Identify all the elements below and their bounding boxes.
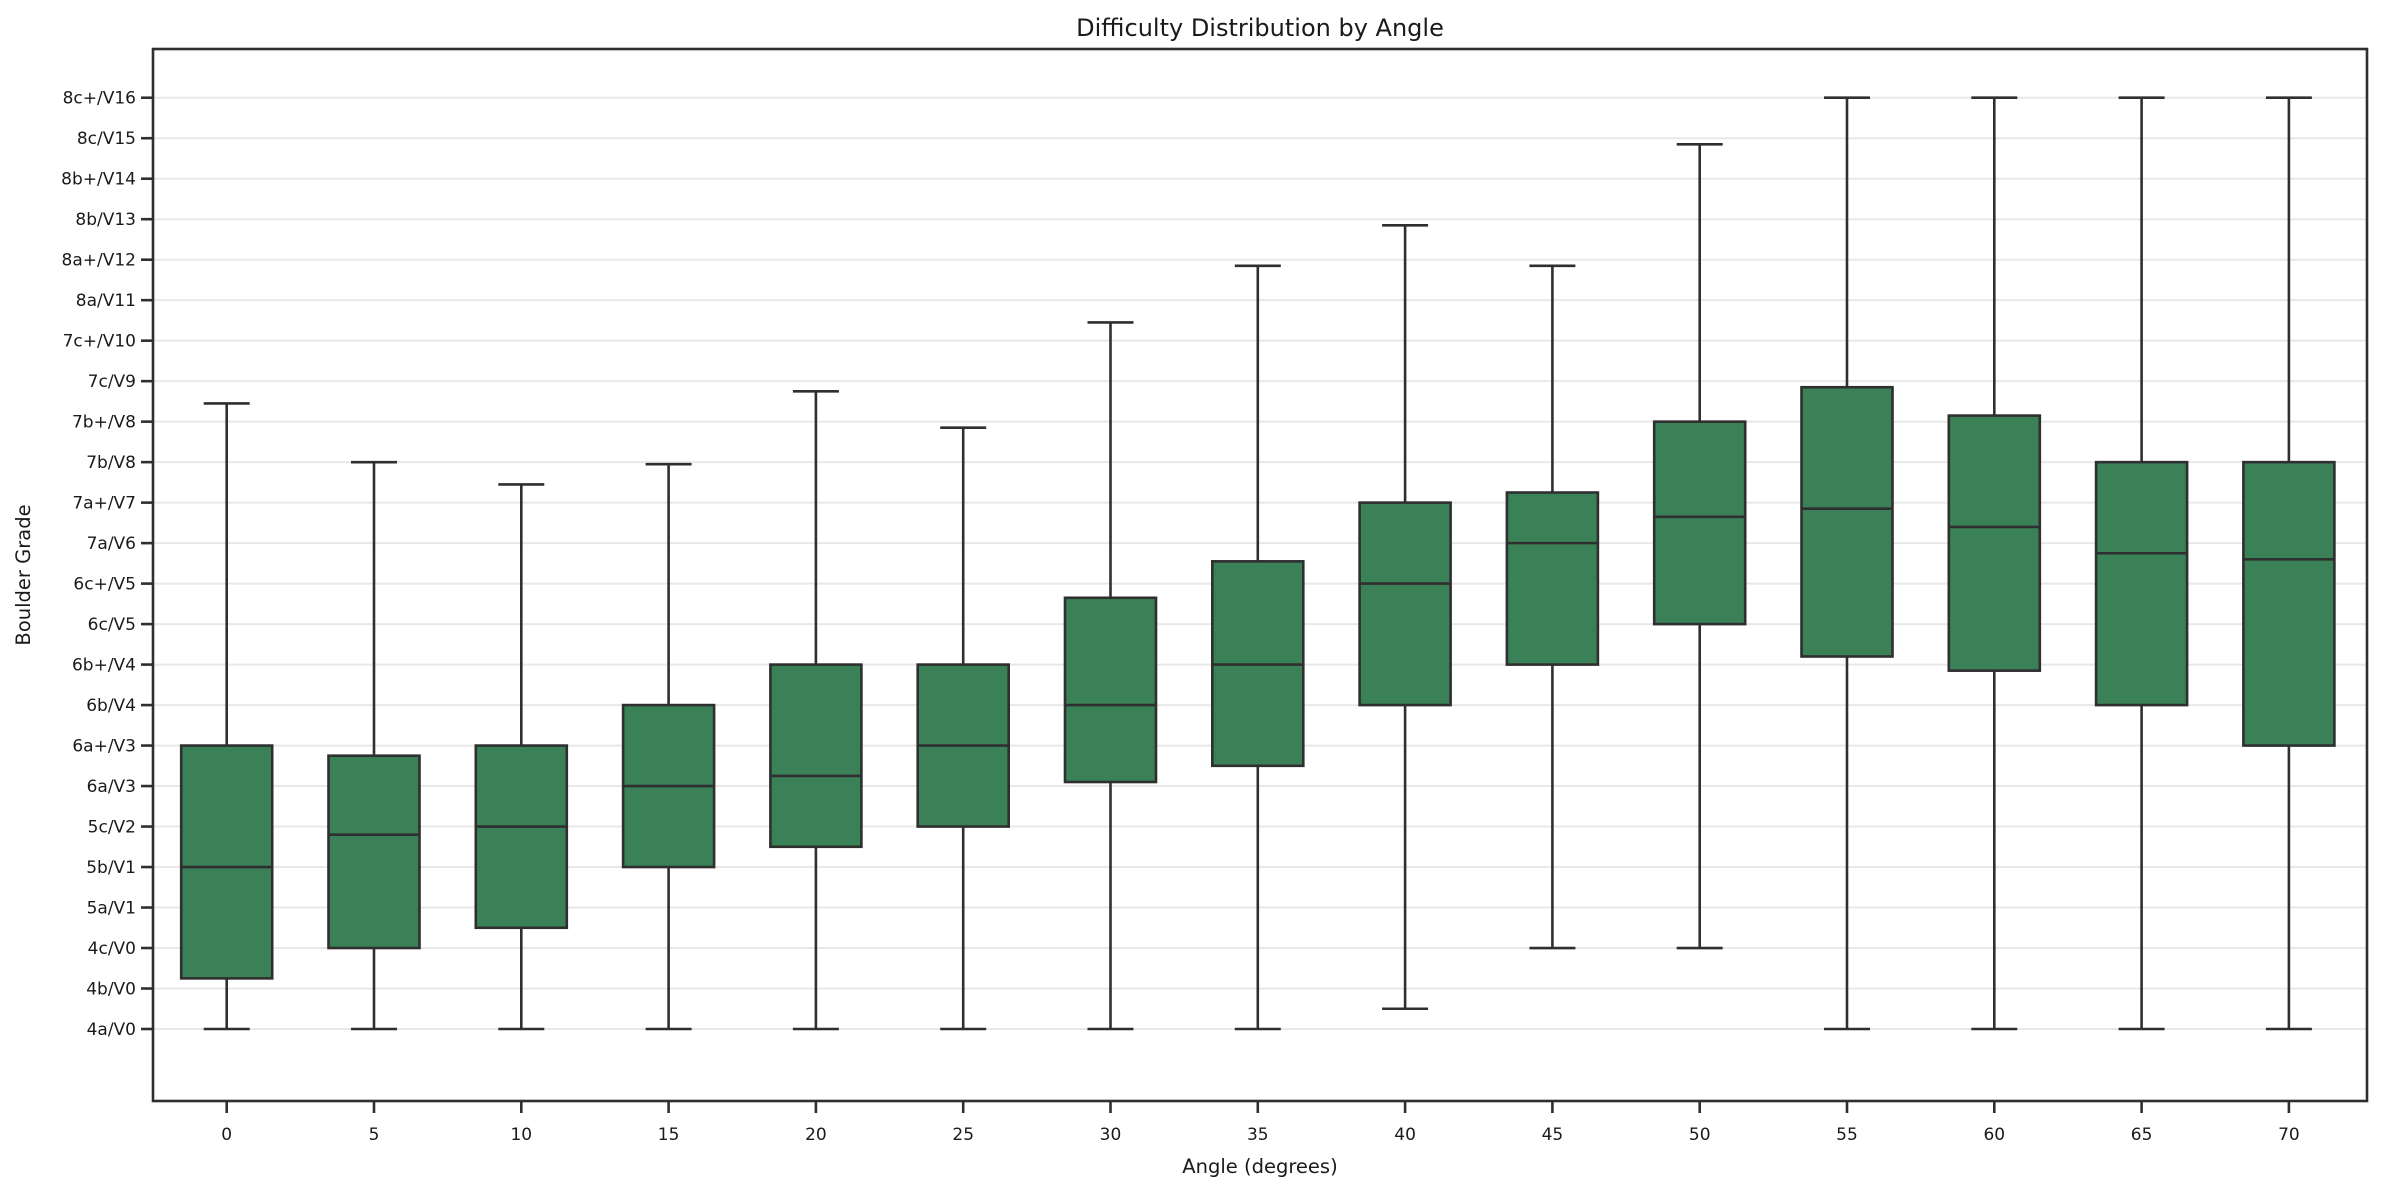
y-tick-label: 5a/V1 [87,899,136,919]
x-tick-label: 65 [2131,1125,2153,1145]
y-tick-label: 6a+/V3 [72,737,136,757]
y-tick-label: 7b/V8 [86,453,136,473]
iqr-box [179,744,274,980]
x-axis-label: Angle (degrees) [1182,1155,1337,1178]
plot-frame [151,47,2369,1103]
iqr-box [1652,420,1747,626]
y-tick-label: 4c/V0 [88,939,136,959]
iqr-box [1063,596,1158,784]
box-angle-25 [916,426,1011,1031]
iqr-box [2094,460,2189,707]
y-tick-label: 6c/V5 [88,615,136,635]
iqr-box [1358,501,1452,707]
y-tick-label: 7a+/V7 [72,494,136,514]
box-angle-60 [1947,96,2042,1031]
box-layer [179,96,2336,1031]
x-tick-label: 30 [1100,1125,1122,1145]
iqr-box [769,663,863,849]
iqr-box [474,744,569,930]
y-axis-label: Boulder Grade [12,504,35,645]
box-angle-0 [179,402,274,1031]
box-angle-35 [1211,264,1305,1031]
axis-layer: 4a/V0 4b/V0 4c/V0 5a/V1 5b/V1 5c/V2 6a/V3 6a+/V… [61,47,2369,1145]
x-tick-label: 70 [2278,1125,2300,1145]
x-tick-label: 60 [1983,1125,2005,1145]
y-tick-label: 8a+/V12 [62,251,136,271]
box-angle-50 [1652,142,1747,950]
box-angle-10 [474,483,569,1031]
chart-title: Difficulty Distribution by Angle [1076,14,1444,42]
y-tick-label: 5b/V1 [86,858,136,878]
x-tick-label: 0 [221,1125,232,1145]
x-tick-label: 40 [1394,1125,1416,1145]
box-angle-40 [1358,223,1452,1011]
iqr-box [1800,385,1894,658]
x-tick-label: 55 [1836,1125,1858,1145]
box-angle-20 [769,389,863,1031]
y-tick-label: 7c+/V10 [63,332,136,352]
box-angle-65 [2094,96,2189,1031]
x-tick-label: 20 [805,1125,827,1145]
box-angle-55 [1800,96,1894,1031]
y-tick-label: 8c/V15 [77,129,136,149]
y-tick-label: 8b/V13 [75,210,136,230]
y-tick-label: 6a/V3 [87,777,136,797]
box-angle-45 [1505,264,1600,950]
y-tick-label: 8b+/V14 [61,170,136,190]
y-tick-label: 5c/V2 [88,818,136,838]
y-tick-label: 7a/V6 [87,534,136,554]
box-angle-30 [1063,321,1158,1031]
y-tick-label: 6c+/V5 [73,575,136,595]
x-tick-label: 10 [510,1125,532,1145]
y-tick-label: 7c/V9 [88,372,136,392]
box-angle-70 [2242,96,2336,1031]
y-tick-label: 6b+/V4 [72,656,136,676]
x-tick-label: 45 [1542,1125,1564,1145]
y-tick-label: 4b/V0 [86,980,136,1000]
x-tick-label: 15 [658,1125,680,1145]
x-tick-label: 50 [1689,1125,1711,1145]
x-tick-label: 5 [369,1125,380,1145]
x-tick-label: 25 [952,1125,974,1145]
box-angle-15 [621,462,716,1031]
y-tick-label: 6b/V4 [86,696,136,716]
y-tick-label: 7b+/V8 [72,413,136,433]
iqr-box [1947,414,2042,672]
x-tick-label: 35 [1247,1125,1269,1145]
iqr-box [327,754,421,950]
iqr-box [1505,491,1600,666]
y-tick-label: 8c+/V16 [63,89,136,109]
box-angle-5 [327,460,421,1031]
y-tick-label: 8a/V11 [76,291,136,311]
y-tick-label: 4a/V0 [87,1020,136,1040]
iqr-box [2242,460,2336,747]
